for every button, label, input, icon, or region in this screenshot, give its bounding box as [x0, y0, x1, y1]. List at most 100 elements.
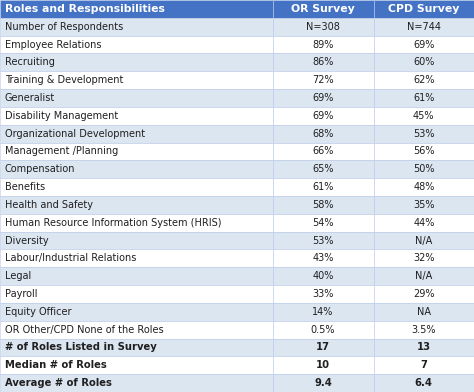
Text: 53%: 53%: [312, 236, 334, 245]
Bar: [374, 107, 474, 125]
Text: 43%: 43%: [312, 253, 334, 263]
Text: 58%: 58%: [312, 200, 334, 210]
Text: 60%: 60%: [413, 57, 435, 67]
Bar: [374, 160, 474, 178]
Bar: [273, 232, 374, 249]
Bar: [374, 89, 474, 107]
Bar: [273, 339, 374, 356]
Bar: [273, 18, 374, 36]
Text: Employee Relations: Employee Relations: [5, 40, 101, 49]
Text: Recruiting: Recruiting: [5, 57, 55, 67]
Text: 0.5%: 0.5%: [311, 325, 335, 335]
Bar: [273, 160, 374, 178]
Text: 9.4: 9.4: [314, 378, 332, 388]
Bar: [0, 18, 273, 36]
Bar: [273, 71, 374, 89]
Bar: [374, 36, 474, 53]
Text: 69%: 69%: [312, 111, 334, 121]
Text: 33%: 33%: [312, 289, 334, 299]
Text: Legal: Legal: [5, 271, 31, 281]
Bar: [0, 267, 273, 285]
Bar: [0, 89, 273, 107]
Bar: [273, 89, 374, 107]
Text: 69%: 69%: [312, 93, 334, 103]
Text: Roles and Responsibilities: Roles and Responsibilities: [5, 4, 164, 14]
Bar: [374, 267, 474, 285]
Bar: [0, 160, 273, 178]
Bar: [273, 107, 374, 125]
Text: 89%: 89%: [312, 40, 334, 49]
Bar: [374, 178, 474, 196]
Bar: [374, 125, 474, 143]
Bar: [374, 374, 474, 392]
Bar: [273, 178, 374, 196]
Bar: [0, 339, 273, 356]
Bar: [273, 285, 374, 303]
Text: Number of Respondents: Number of Respondents: [5, 22, 123, 32]
Text: Generalist: Generalist: [5, 93, 55, 103]
Text: Training & Development: Training & Development: [5, 75, 123, 85]
Bar: [0, 143, 273, 160]
Bar: [374, 143, 474, 160]
Text: 7: 7: [420, 360, 427, 370]
Bar: [0, 36, 273, 53]
Bar: [0, 285, 273, 303]
Text: Organizational Development: Organizational Development: [5, 129, 145, 139]
Text: 53%: 53%: [413, 129, 435, 139]
Text: CPD Survey: CPD Survey: [388, 4, 459, 14]
Text: 54%: 54%: [312, 218, 334, 228]
Text: Median # of Roles: Median # of Roles: [5, 360, 107, 370]
Bar: [0, 125, 273, 143]
Bar: [0, 178, 273, 196]
Text: 86%: 86%: [312, 57, 334, 67]
Text: NA: NA: [417, 307, 431, 317]
Text: OR Survey: OR Survey: [291, 4, 355, 14]
Text: 61%: 61%: [413, 93, 435, 103]
Text: 72%: 72%: [312, 75, 334, 85]
Bar: [374, 249, 474, 267]
Bar: [374, 196, 474, 214]
Bar: [374, 285, 474, 303]
Text: 48%: 48%: [413, 182, 435, 192]
Text: 44%: 44%: [413, 218, 435, 228]
Bar: [374, 214, 474, 232]
Bar: [374, 356, 474, 374]
Text: N=744: N=744: [407, 22, 441, 32]
Text: 32%: 32%: [413, 253, 435, 263]
Bar: [273, 356, 374, 374]
Text: 61%: 61%: [312, 182, 334, 192]
Text: N/A: N/A: [415, 271, 432, 281]
Text: 10: 10: [316, 360, 330, 370]
Text: 50%: 50%: [413, 164, 435, 174]
Bar: [374, 232, 474, 249]
Text: 62%: 62%: [413, 75, 435, 85]
Bar: [0, 321, 273, 339]
Text: Diversity: Diversity: [5, 236, 48, 245]
Text: Management /Planning: Management /Planning: [5, 147, 118, 156]
Bar: [273, 303, 374, 321]
Text: 6.4: 6.4: [415, 378, 433, 388]
Text: 69%: 69%: [413, 40, 435, 49]
Bar: [273, 267, 374, 285]
Text: 35%: 35%: [413, 200, 435, 210]
Text: N=308: N=308: [306, 22, 340, 32]
Text: # of Roles Listed in Survey: # of Roles Listed in Survey: [5, 343, 156, 352]
Bar: [273, 143, 374, 160]
Text: N/A: N/A: [415, 236, 432, 245]
Bar: [0, 71, 273, 89]
Bar: [374, 71, 474, 89]
Text: Equity Officer: Equity Officer: [5, 307, 71, 317]
Text: OR Other/CPD None of the Roles: OR Other/CPD None of the Roles: [5, 325, 164, 335]
Bar: [0, 107, 273, 125]
Bar: [374, 18, 474, 36]
Bar: [0, 249, 273, 267]
Bar: [273, 249, 374, 267]
Bar: [0, 214, 273, 232]
Bar: [0, 53, 273, 71]
Bar: [273, 125, 374, 143]
Text: 65%: 65%: [312, 164, 334, 174]
Bar: [374, 303, 474, 321]
Text: Average # of Roles: Average # of Roles: [5, 378, 111, 388]
Text: 3.5%: 3.5%: [411, 325, 436, 335]
Bar: [273, 214, 374, 232]
